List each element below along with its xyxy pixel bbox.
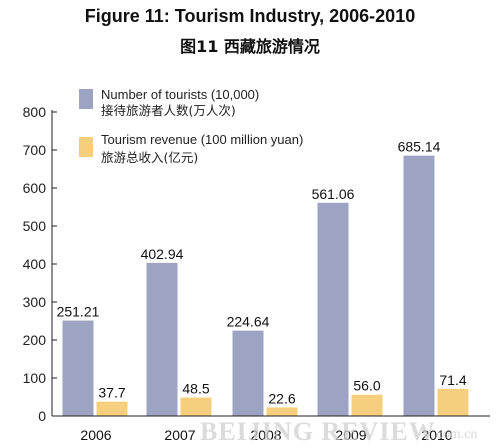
bar-label-tourists: 251.21 (57, 304, 100, 320)
chart-title-cn: 图11 西藏旅游情况 (180, 37, 320, 56)
watermark: BEIJING REVIEW (200, 417, 436, 446)
bar-tourists (232, 330, 264, 416)
legend-label-revenue-cn: 旅游总收入(亿元) (101, 150, 198, 165)
y-tick-label: 500 (23, 218, 47, 234)
watermark-suffix: .com.cn (433, 427, 477, 442)
bar-tourists (317, 202, 349, 416)
y-tick-label: 800 (23, 104, 47, 120)
x-tick-label: 2008 (250, 427, 281, 443)
bar-label-revenue: 37.7 (98, 385, 125, 401)
legend-label-tourists-en: Number of tourists (10,000) (101, 87, 259, 102)
chart-title-en: Figure 11: Tourism Industry, 2006-2010 (84, 6, 416, 26)
bar-label-tourists: 561.06 (312, 186, 355, 202)
y-tick-label: 400 (23, 256, 47, 272)
bar-label-tourists: 402.94 (141, 246, 184, 262)
x-tick-label: 2009 (335, 427, 366, 443)
legend-swatch-tourists (79, 89, 93, 109)
bar-revenue (351, 394, 383, 416)
bar-tourists (403, 155, 435, 417)
bar-revenue (266, 407, 298, 416)
bar-label-tourists: 224.64 (227, 314, 270, 330)
bar-revenue (180, 397, 212, 416)
bar-label-revenue: 56.0 (353, 378, 380, 394)
bar-tourists (146, 262, 178, 416)
y-tick-label: 0 (38, 408, 46, 424)
x-tick-label: 2010 (421, 427, 452, 443)
x-tick-label: 2006 (80, 427, 111, 443)
bar-label-tourists: 685.14 (398, 139, 441, 155)
legend-swatch-revenue (79, 137, 93, 157)
y-tick-label: 600 (23, 180, 47, 196)
bar-revenue (437, 388, 469, 416)
y-tick-label: 700 (23, 142, 47, 158)
y-tick-label: 100 (23, 370, 47, 386)
bar-revenue (96, 401, 128, 416)
bar-tourists (62, 320, 94, 416)
bar-label-revenue: 22.6 (268, 390, 295, 406)
legend-label-revenue-en: Tourism revenue (100 million yuan) (101, 132, 303, 147)
bar-label-revenue: 71.4 (439, 372, 466, 388)
bar-label-revenue: 48.5 (182, 381, 209, 397)
y-tick-label: 300 (23, 294, 47, 310)
legend-label-tourists-cn: 接待旅游者人数(万人次) (101, 103, 236, 118)
x-tick-label: 2007 (164, 427, 195, 443)
y-tick-label: 200 (23, 332, 47, 348)
